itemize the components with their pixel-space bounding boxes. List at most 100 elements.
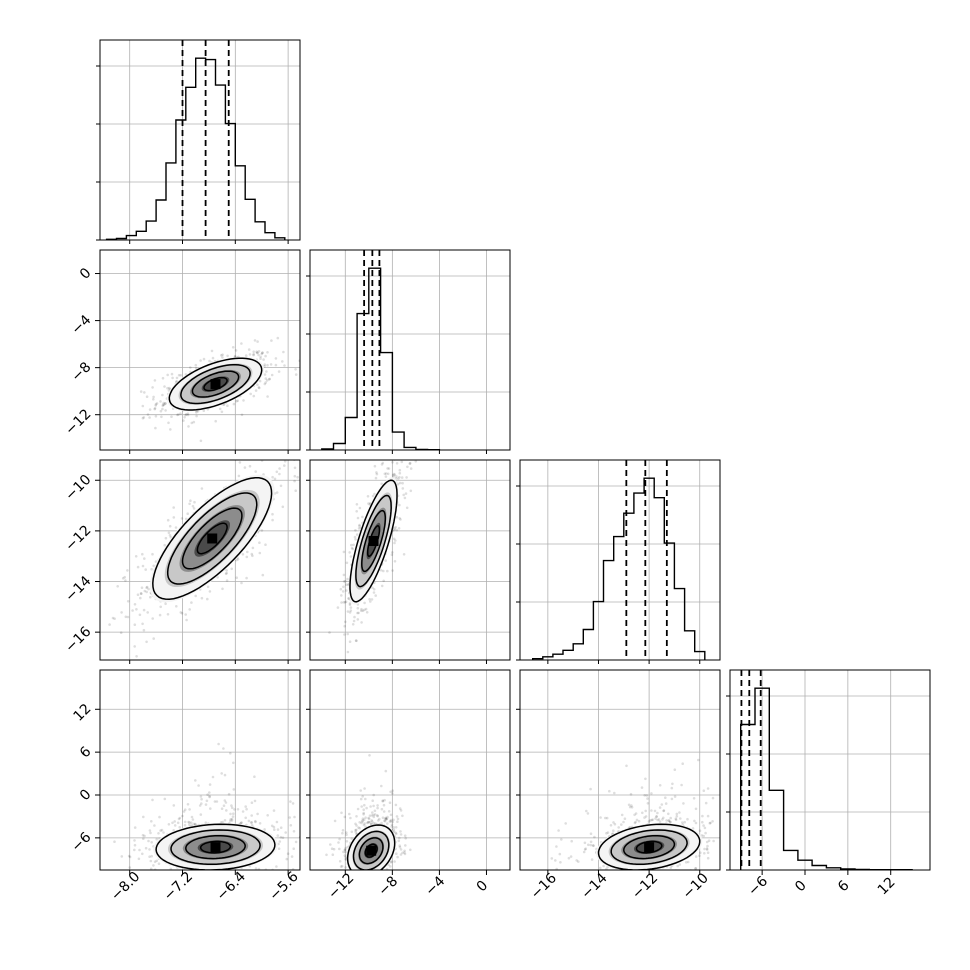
scatter-point (391, 473, 395, 477)
contour-line (366, 525, 381, 557)
scatter-point (650, 809, 653, 812)
scatter-point (220, 807, 224, 810)
scatter-point (635, 818, 639, 822)
scatter-point (301, 358, 304, 361)
scatter-point (206, 597, 209, 601)
scatter-point (361, 874, 364, 877)
scatter-point (151, 386, 154, 389)
scatter-point (655, 873, 658, 876)
scatter-point (349, 606, 353, 609)
panel-content (100, 670, 304, 878)
scatter-point (260, 352, 264, 356)
scatter-point (395, 832, 398, 836)
scatter-point (398, 481, 402, 485)
scatter-point (694, 807, 698, 811)
scatter-point (289, 800, 292, 803)
scatter-point (236, 558, 240, 561)
scatter-point (350, 543, 353, 547)
scatter-point (363, 880, 366, 883)
scatter-point (245, 555, 249, 559)
scatter-point (384, 559, 388, 562)
scatter-panel-2-4-bg (310, 670, 510, 870)
scatter-point (590, 858, 594, 861)
scatter-point (190, 601, 193, 604)
scatter-point (348, 603, 352, 606)
scatter-point (345, 583, 348, 586)
scatter-point (161, 403, 165, 407)
scatter-point (277, 847, 281, 850)
scatter-point (608, 789, 611, 793)
scatter-point (605, 887, 608, 890)
scatter-point (703, 852, 706, 855)
scatter-point (363, 608, 366, 612)
y-tick-label: 12 (71, 701, 95, 725)
scatter-point (371, 494, 375, 498)
scatter-point (342, 601, 346, 604)
scatter-point (126, 600, 130, 603)
panel-content (310, 670, 510, 883)
scatter-point (658, 820, 662, 823)
scatter-point (349, 609, 353, 612)
scatter-point (701, 814, 704, 818)
scatter-point (159, 400, 162, 403)
scatter-point (346, 583, 350, 587)
scatter-point (206, 793, 209, 796)
contour-line (623, 834, 676, 860)
scatter-point (651, 818, 654, 821)
scatter-point (233, 354, 237, 358)
scatter-point (609, 824, 613, 827)
scatter-point (589, 832, 593, 835)
scatter-point (148, 848, 151, 851)
scatter-point (640, 786, 644, 789)
scatter-point (294, 489, 298, 493)
scatter-point (398, 468, 402, 472)
scatter-point (380, 482, 384, 486)
scatter-point (278, 467, 281, 470)
scatter-point (135, 655, 138, 658)
scatter-point (236, 808, 240, 811)
scatter-point (627, 876, 630, 879)
scatter-point (701, 820, 704, 824)
scatter-point (392, 528, 396, 532)
scatter-point (361, 874, 364, 877)
scatter-point (263, 828, 266, 831)
scatter-point (406, 465, 409, 469)
scatter-point (704, 831, 707, 835)
scatter-point (253, 875, 256, 878)
scatter-point (620, 873, 623, 876)
scatter-point (283, 364, 286, 367)
scatter-point (373, 809, 377, 813)
scatter-point (399, 518, 402, 521)
scatter-point (364, 797, 367, 801)
scatter-point (301, 843, 304, 846)
scatter-point (144, 872, 147, 875)
contour-line (610, 829, 688, 866)
scatter-point (168, 534, 172, 537)
scatter-point (395, 528, 399, 532)
scatter-point (389, 861, 393, 864)
scatter-point (367, 820, 371, 824)
scatter-point (255, 351, 259, 355)
scatter-point (270, 373, 274, 377)
scatter-point (649, 819, 652, 822)
scatter-point (338, 837, 341, 841)
scatter-point (209, 807, 212, 810)
scatter-point (175, 376, 179, 380)
scatter-point (354, 538, 357, 541)
scatter-point (276, 828, 280, 831)
scatter-point (257, 386, 261, 389)
scatter-point (374, 876, 377, 879)
scatter-point (679, 817, 682, 820)
scatter-point (169, 535, 173, 539)
scatter-point (200, 596, 204, 600)
scatter-point (712, 839, 715, 843)
scatter-point (187, 820, 190, 824)
scatter-point (620, 886, 623, 889)
scatter-point (361, 820, 364, 823)
scatter-point (344, 846, 347, 850)
scatter-point (396, 817, 400, 821)
scatter-point (350, 546, 354, 550)
scatter-point (293, 479, 296, 483)
scatter-point (363, 822, 367, 825)
scatter-point (247, 348, 251, 351)
